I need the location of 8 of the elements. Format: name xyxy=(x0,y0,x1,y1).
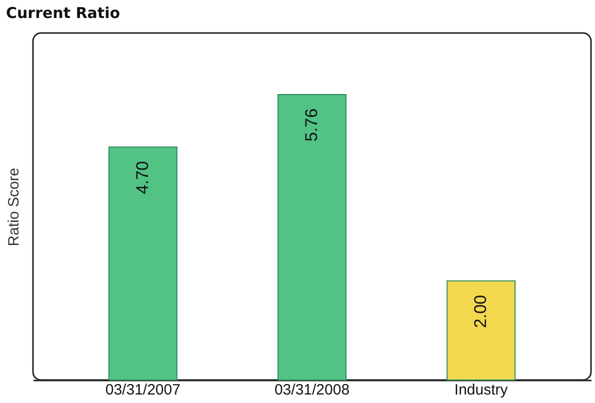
data-label: 2.00 xyxy=(471,294,490,328)
x-tick-label: 03/31/2008 xyxy=(274,382,350,398)
data-label: 5.76 xyxy=(302,108,321,142)
x-tick-label: 03/31/2007 xyxy=(105,382,180,398)
y-axis-title: Ratio Score xyxy=(6,168,22,246)
data-label: 4.70 xyxy=(132,161,152,194)
x-tick-label: Industry xyxy=(454,382,508,398)
chart-title: Current Ratio xyxy=(6,4,120,22)
